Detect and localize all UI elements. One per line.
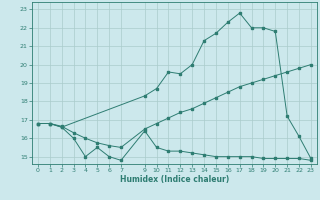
X-axis label: Humidex (Indice chaleur): Humidex (Indice chaleur) (120, 175, 229, 184)
